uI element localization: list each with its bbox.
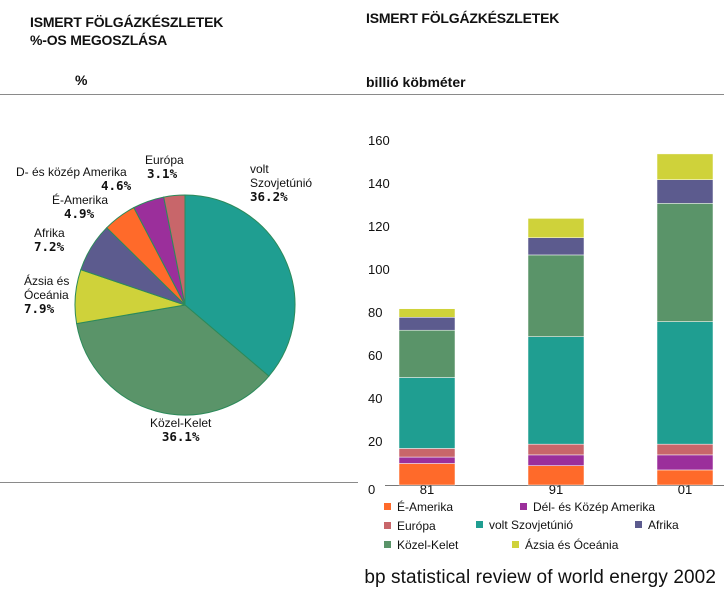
y-tick-label: 60 [368,348,382,363]
legend-swatch [635,521,642,528]
bar-segment [656,443,714,456]
legend-swatch [512,541,519,548]
pie-label-text: Európa [145,153,184,167]
pie-slice-1 [76,304,270,416]
legend-swatch [384,522,391,529]
pie-label-text: Óceánia [24,288,69,302]
bar-segment [527,237,585,256]
pie-slice-6 [163,194,186,306]
bar-segment [656,203,714,322]
legend-item-afrika: Afrika [635,518,679,532]
legend-label: Közel-Kelet [397,538,459,552]
bar-segment [398,456,456,464]
pie-label-pct: 7.2% [34,239,65,254]
pie-label-volt-szovjetunio: volt Szovjetúnió 36.2% [250,162,312,204]
legend-item-kozel-kelet: Közel-Kelet [384,538,458,552]
pie-label-pct: 7.9% [24,301,55,316]
pie-label-e-amerika: É-Amerika 4.9% [52,193,108,221]
y-tick-label: 160 [368,133,390,148]
y-tick-label: 80 [368,305,382,320]
legend-item-azsia: Ázsia és Óceánia [512,538,618,552]
source-caption: bp statistical review of world energy 20… [364,567,716,588]
pie-title-line1: ISMERT FÖLGÁZKÉSZLETEK [30,14,224,30]
pie-label-text: Szovjetúnió [250,176,313,190]
y-tick-label: 40 [368,391,382,406]
pie-label-text: É-Amerika [52,193,109,207]
pie-unit-label: % [75,72,88,88]
bar-segment [398,329,456,378]
pie-label-text: Afrika [34,226,65,240]
legend-label: Európa [397,519,436,533]
pie-label-pct: 36.1% [161,429,200,444]
bar-segment [656,179,714,204]
bar-segment [656,153,714,180]
pie-label-europa: Európa 3.1% [145,153,184,181]
legend-item-volt-szovjet: volt Szovjetúnió [476,518,573,532]
bar-segment [398,377,456,449]
bar-segment [527,336,585,445]
y-tick-label: 100 [368,262,390,277]
pie-label-kozel-kelet: Közel-Kelet 36.1% [150,416,211,444]
bar-segment [656,454,714,471]
bar-segment [398,463,456,486]
pie-label-text: Ázsia és [24,274,70,288]
y-tick-label: 0 [368,482,375,497]
legend-item-del-kozep: Dél- és Közép Amerika [520,500,655,514]
pie-label-d-kozep: D- és közép Amerika 4.6% [16,165,131,193]
legend-swatch [384,541,391,548]
legend-item-e-amerika: É-Amerika [384,500,453,514]
pie-chart [74,194,296,416]
x-tick-label: 01 [678,482,692,497]
bottom-divider [0,482,358,483]
bar-segment [398,308,456,318]
x-tick-label: 81 [420,482,434,497]
bar-chart-title: ISMERT FÖLGÁZKÉSZLETEK [366,10,560,26]
pie-title-line2: %-OS MEGOSZLÁSA [30,32,168,48]
bar-segment [527,254,585,337]
legend-label: Afrika [648,518,679,532]
bar-segment [527,465,585,486]
bar-segment [527,454,585,466]
x-tick-label: 91 [549,482,563,497]
bar-segment [527,443,585,456]
bar-segment [527,218,585,239]
legend-label: volt Szovjetúnió [489,518,574,532]
pie-label-text: Közel-Kelet [150,416,212,430]
pie-label-pct: 4.6% [101,178,132,193]
y-tick-label: 140 [368,176,390,191]
legend-swatch [520,503,527,510]
top-divider [0,94,724,95]
y-tick-label: 20 [368,434,382,449]
pie-slice-0 [184,194,296,377]
pie-label-azsia: Ázsia és Óceánia 7.9% [24,274,69,316]
legend-label: É-Amerika [397,500,454,514]
pie-label-pct: 36.2% [250,189,288,204]
legend-swatch [384,503,391,510]
stacked-bar-chart: 0 20 40 60 80 100 120 140 160 81 91 01 [368,133,724,497]
y-tick-label: 120 [368,219,390,234]
pie-label-pct: 4.9% [64,206,95,221]
bar-unit-label: billió köbméter [366,74,466,90]
pie-label-text: volt [250,162,269,176]
bar-segment [398,448,456,458]
pie-label-text: D- és közép Amerika [16,165,127,179]
pie-label-pct: 3.1% [147,166,178,181]
bar-segment [656,469,714,486]
legend-label: Ázsia és Óceánia [525,538,619,552]
bar-segment [398,317,456,331]
bar-segment [656,321,714,445]
pie-chart-title: ISMERT FÖLGÁZKÉSZLETEK %-OS MEGOSZLÁSA [30,13,223,49]
legend-label: Dél- és Közép Amerika [533,500,656,514]
legend-item-europa: Európa [384,519,436,533]
pie-label-afrika: Afrika 7.2% [34,226,65,254]
legend-swatch [476,521,483,528]
